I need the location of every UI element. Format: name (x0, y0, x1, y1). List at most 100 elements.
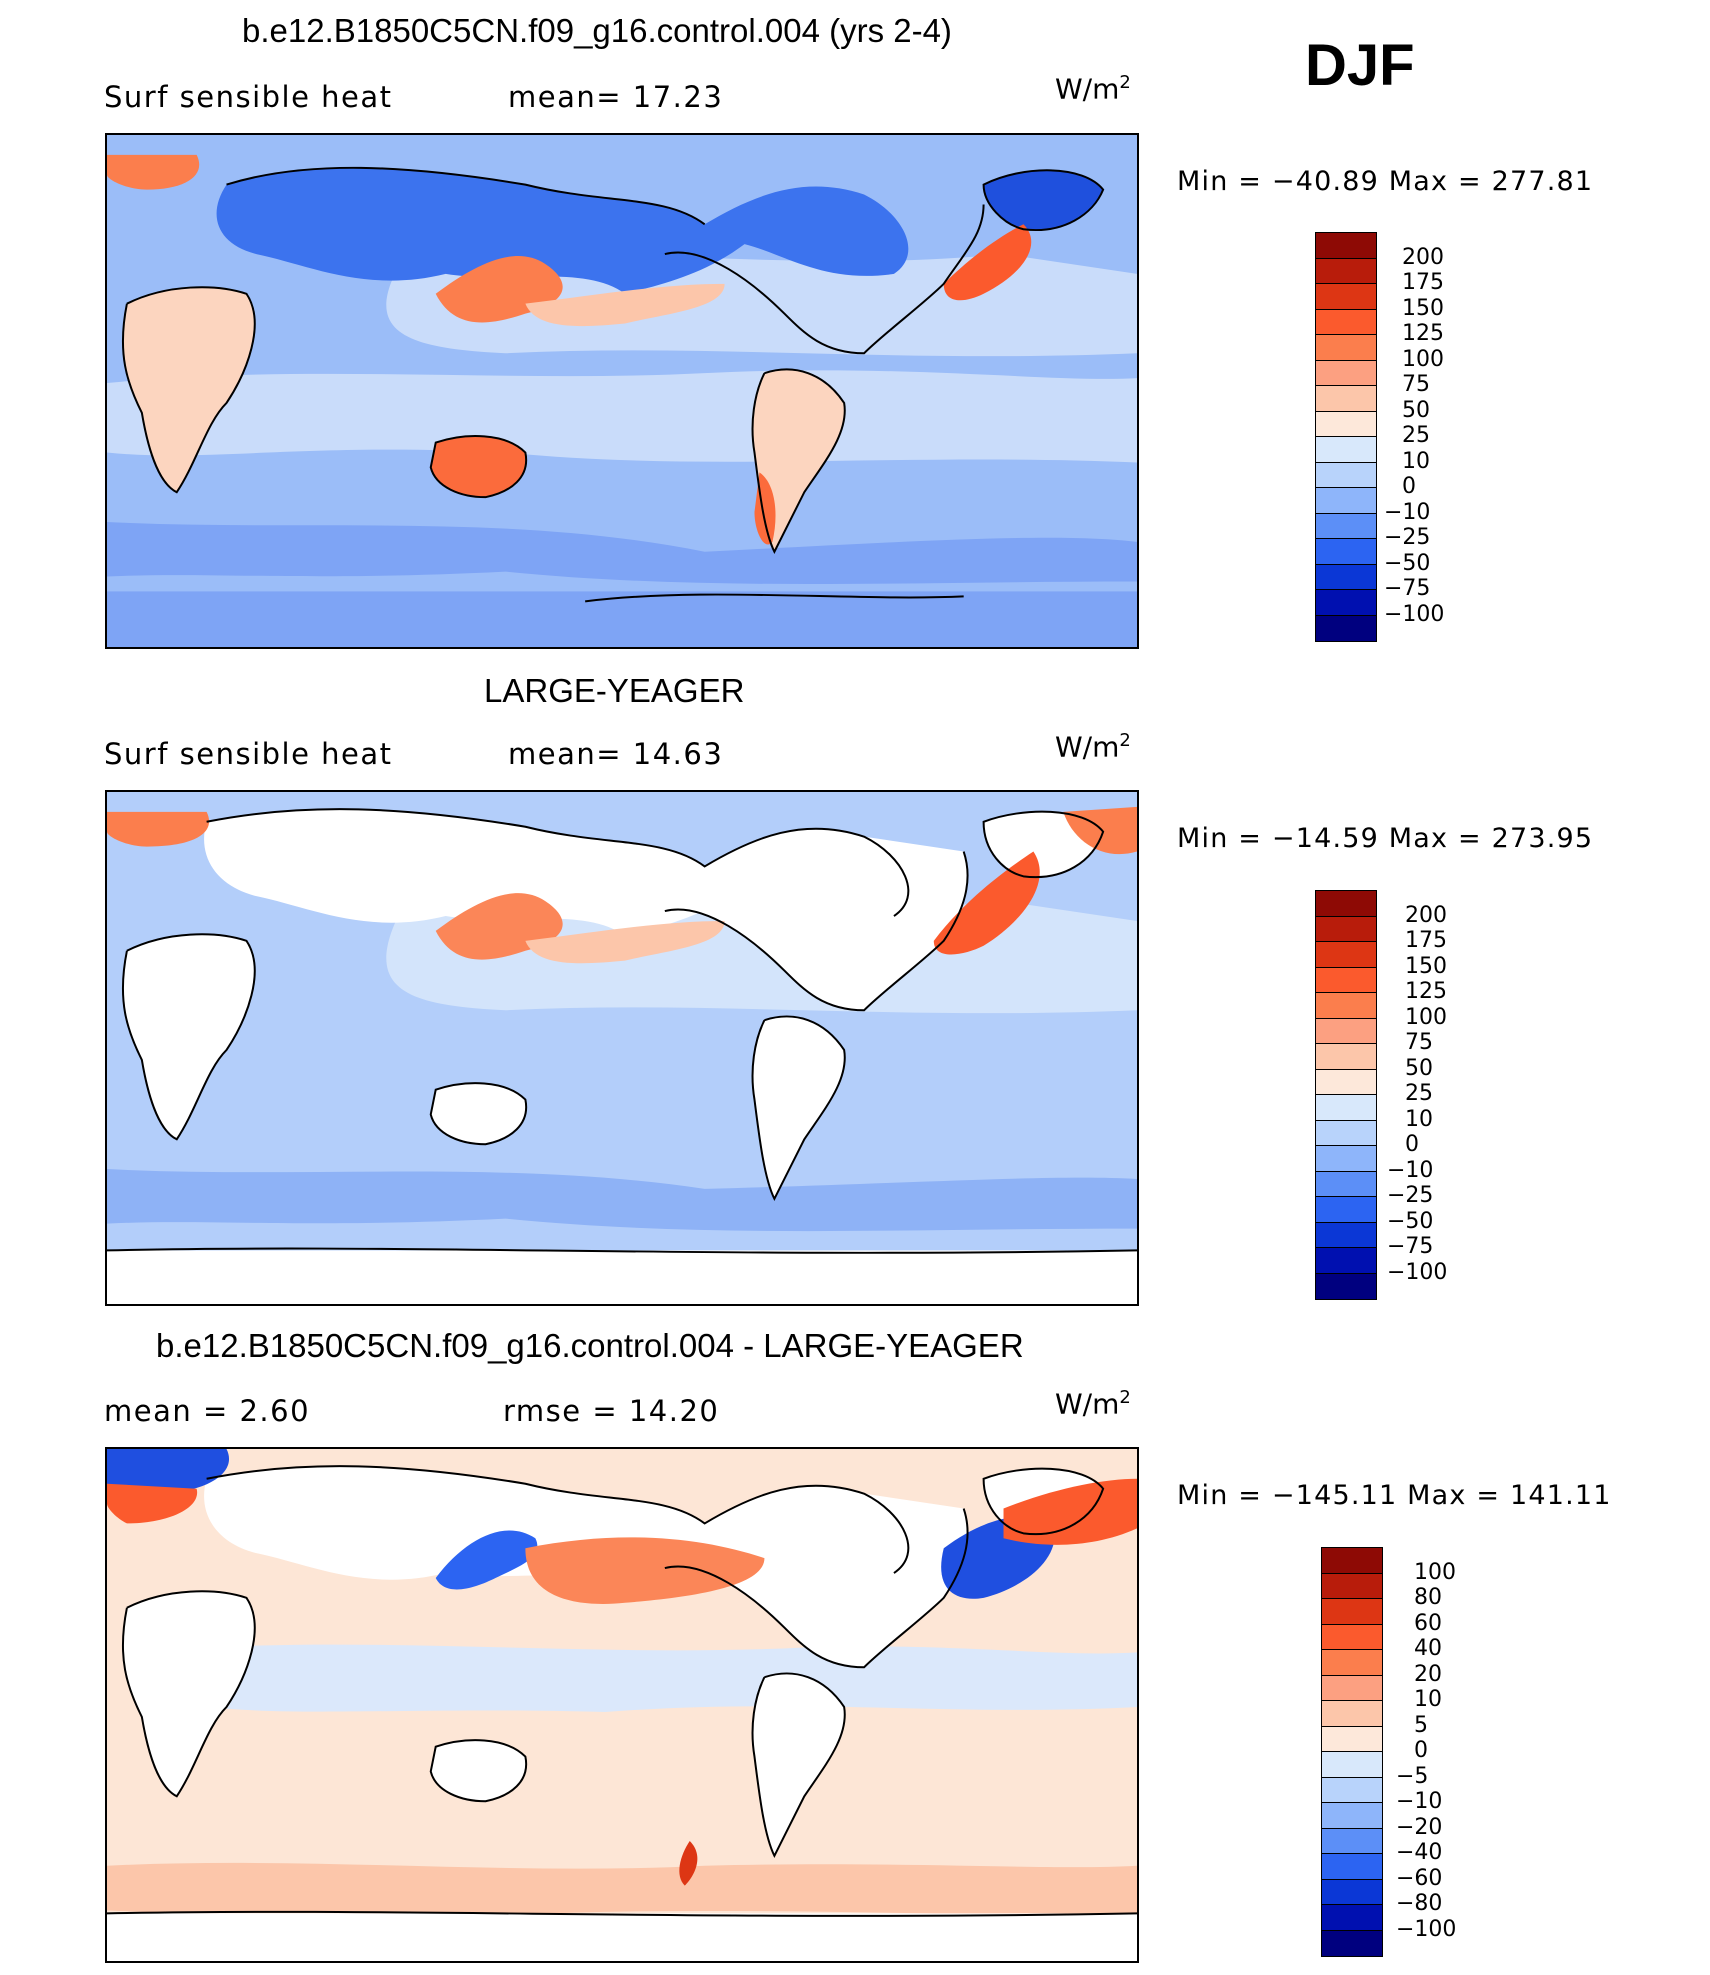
colorbar-tick-label: −10 (1384, 499, 1431, 525)
barents-warm (1063, 806, 1137, 855)
colorbar-swatch (1316, 513, 1376, 539)
panel-3-units: W/m2 (1055, 1387, 1131, 1421)
tropical-band (107, 370, 1137, 463)
nordic-warm-anomaly (107, 1483, 198, 1524)
panel-3-map-svg (107, 1449, 1137, 1961)
panel-2-min-max: Min = −14.59 Max = 273.95 (1177, 823, 1594, 854)
nh-band (386, 251, 1137, 357)
colorbar-swatch (1316, 942, 1376, 968)
colorbar-tick-label: −10 (1387, 1157, 1434, 1183)
colorbar-swatch (1322, 1675, 1382, 1701)
sh-band (107, 521, 1137, 584)
colorbar-swatch (1316, 437, 1376, 463)
colorbar-tick-label: 50 (1405, 1055, 1433, 1081)
colorbar-swatch (1316, 967, 1376, 993)
season-label: DJF (1305, 33, 1415, 98)
colorbar-tick-label: 75 (1405, 1030, 1433, 1055)
panel-2-colorbar (1315, 890, 1377, 1300)
colorbar-swatch (1316, 1248, 1376, 1274)
colorbar-swatch (1316, 1222, 1376, 1248)
coastlines (107, 808, 1137, 1254)
antarctica-land (107, 1250, 1137, 1304)
panel-2-units: W/m2 (1055, 730, 1131, 764)
africa-land (122, 1591, 255, 1797)
antarctic-band (107, 591, 1137, 647)
colorbar-swatch (1316, 539, 1376, 565)
africa-land (122, 934, 255, 1140)
colorbar-tick-label: −10 (1396, 1789, 1443, 1814)
australia-warm (430, 436, 527, 498)
colorbar-swatch (1316, 360, 1376, 386)
panel-1-title: b.e12.B1850C5CN.f09_g16.control.004 (yrs… (242, 12, 952, 49)
colorbar-swatch (1322, 1624, 1382, 1650)
colorbar-tick-label: 100 (1414, 1559, 1456, 1585)
eurasia-land (204, 809, 909, 936)
colorbar-swatch (1316, 1120, 1376, 1146)
colorbar-swatch (1322, 1803, 1382, 1829)
north-pacific-warm (525, 1537, 765, 1604)
colorbar-tick-label: 10 (1414, 1687, 1442, 1712)
colorbar-swatch (1316, 564, 1376, 590)
colorbar-tick-label: −5 (1396, 1763, 1429, 1789)
africa-warm (122, 287, 255, 493)
colorbar-tick-label: 200 (1402, 244, 1444, 270)
colorbar-swatch (1316, 335, 1376, 361)
colorbar-tick-label: 50 (1402, 397, 1430, 423)
panel-1-min-max: Min = −40.89 Max = 277.81 (1177, 166, 1594, 197)
colorbar-swatch (1316, 258, 1376, 284)
coastlines (121, 166, 1105, 603)
panel-3-colorbar (1321, 1547, 1383, 1957)
colorbar-swatch (1316, 284, 1376, 310)
colorbar-tick-label: 150 (1402, 295, 1444, 321)
colorbar-tick-label: 0 (1414, 1738, 1428, 1763)
gulf-stream-warm (933, 851, 1040, 955)
colorbar-tick-label: 0 (1402, 474, 1416, 499)
south-america-land (752, 1016, 845, 1199)
colorbar-swatch (1322, 1701, 1382, 1727)
colorbar-swatch (1316, 1273, 1376, 1299)
panel-1-map-svg (107, 135, 1137, 647)
colorbar-swatch (1316, 233, 1376, 259)
sh-band (107, 1169, 1137, 1232)
southern-warm-band (107, 1862, 1137, 1916)
colorbar-tick-label: 0 (1405, 1132, 1419, 1157)
colorbar-swatch (1316, 1018, 1376, 1044)
eurasia-land (204, 1466, 909, 1593)
colorbar-tick-label: 150 (1405, 953, 1447, 979)
colorbar-swatch (1316, 386, 1376, 412)
panel-3-title: b.e12.B1850C5CN.f09_g16.control.004 - LA… (156, 1327, 1024, 1364)
north-atlantic-warm (1003, 1478, 1137, 1545)
nordic-cold-anomaly (107, 1449, 230, 1496)
panel-3-rmse-label: rmse = 14.20 (503, 1394, 720, 1428)
colorbar-swatch (1316, 309, 1376, 335)
colorbar-tick-label: −100 (1384, 601, 1445, 627)
colorbar-tick-label: −100 (1387, 1259, 1448, 1285)
colorbar-swatch (1316, 993, 1376, 1019)
north-america-land (664, 836, 968, 1011)
colorbar-swatch (1316, 1171, 1376, 1197)
panel-3-mean-label: mean = 2.60 (104, 1394, 311, 1428)
new-zealand-warm (679, 1840, 698, 1886)
colorbar-swatch (1322, 1650, 1382, 1676)
panel-1-mean-label: mean= 17.23 (508, 80, 724, 114)
kuroshio-ext (525, 920, 725, 964)
tropical-cool-band (206, 1644, 1137, 1712)
colorbar-tick-label: 75 (1402, 372, 1430, 397)
colorbar-swatch (1322, 1930, 1382, 1956)
colorbar-swatch (1316, 488, 1376, 514)
panel-1-variable-label: Surf sensible heat (104, 80, 393, 114)
colorbar-tick-label: 10 (1402, 448, 1430, 474)
colorbar-swatch (1322, 1777, 1382, 1803)
norwegian-sea-warm (107, 811, 210, 847)
colorbar-tick-label: 10 (1405, 1106, 1433, 1132)
colorbar-swatch (1322, 1879, 1382, 1905)
colorbar-tick-label: 80 (1414, 1585, 1442, 1610)
colorbar-swatch (1316, 1044, 1376, 1070)
colorbar-swatch (1322, 1854, 1382, 1880)
australia-land (430, 1083, 527, 1145)
colorbar-tick-label: −100 (1396, 1916, 1457, 1942)
colorbar-tick-label: 25 (1405, 1081, 1433, 1106)
panel-2-title: LARGE-YEAGER (484, 672, 745, 709)
colorbar-swatch (1316, 1069, 1376, 1095)
colorbar-swatch (1316, 1146, 1376, 1172)
